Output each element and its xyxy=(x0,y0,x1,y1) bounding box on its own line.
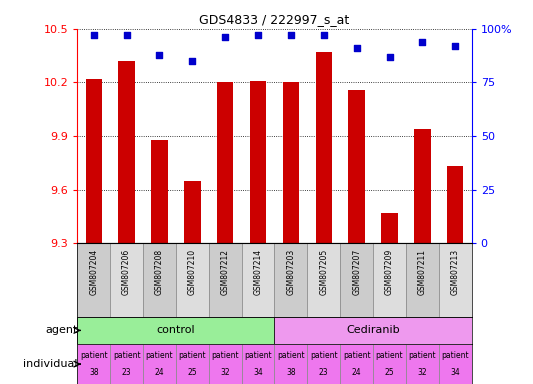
Text: 34: 34 xyxy=(253,368,263,377)
Point xyxy=(221,34,229,40)
Text: GSM807210: GSM807210 xyxy=(188,249,197,295)
Bar xyxy=(143,243,176,317)
Bar xyxy=(217,83,233,243)
Bar xyxy=(282,83,299,243)
Title: GDS4833 / 222997_s_at: GDS4833 / 222997_s_at xyxy=(199,13,350,26)
Text: patient: patient xyxy=(343,351,370,360)
Bar xyxy=(118,61,135,243)
Text: patient: patient xyxy=(376,351,403,360)
Bar xyxy=(308,344,340,384)
Point xyxy=(90,32,98,38)
Text: patient: patient xyxy=(277,351,305,360)
Bar xyxy=(406,344,439,384)
Bar xyxy=(209,243,241,317)
Bar xyxy=(373,344,406,384)
Point xyxy=(451,43,459,49)
Text: individual: individual xyxy=(23,359,77,369)
Text: GSM807207: GSM807207 xyxy=(352,249,361,295)
Text: patient: patient xyxy=(441,351,469,360)
Text: GSM807205: GSM807205 xyxy=(319,249,328,295)
Bar xyxy=(241,344,274,384)
Text: 34: 34 xyxy=(450,368,460,377)
Bar xyxy=(340,243,373,317)
Text: 23: 23 xyxy=(122,368,132,377)
Text: 25: 25 xyxy=(385,368,394,377)
Point xyxy=(155,51,164,58)
Bar xyxy=(77,243,110,317)
Bar xyxy=(340,344,373,384)
Text: GSM807204: GSM807204 xyxy=(89,249,98,295)
Bar xyxy=(308,243,340,317)
Text: patient: patient xyxy=(179,351,206,360)
Text: patient: patient xyxy=(310,351,337,360)
Text: agent: agent xyxy=(45,325,77,335)
Bar xyxy=(274,344,308,384)
Bar xyxy=(349,89,365,243)
Text: patient: patient xyxy=(212,351,239,360)
Bar xyxy=(110,344,143,384)
Bar xyxy=(241,243,274,317)
Bar xyxy=(184,180,200,243)
Text: GSM807208: GSM807208 xyxy=(155,249,164,295)
Text: 38: 38 xyxy=(286,368,296,377)
Point xyxy=(319,32,328,38)
Bar xyxy=(110,243,143,317)
Text: GSM807213: GSM807213 xyxy=(451,249,460,295)
Text: patient: patient xyxy=(409,351,436,360)
Text: Cediranib: Cediranib xyxy=(346,325,400,335)
Text: 23: 23 xyxy=(319,368,329,377)
Bar xyxy=(151,139,168,243)
Point xyxy=(287,32,295,38)
Text: patient: patient xyxy=(80,351,108,360)
Bar xyxy=(176,344,209,384)
Bar xyxy=(77,344,110,384)
Point xyxy=(254,32,262,38)
Text: 24: 24 xyxy=(352,368,361,377)
Point xyxy=(385,54,394,60)
Text: GSM807214: GSM807214 xyxy=(254,249,263,295)
Bar xyxy=(209,344,241,384)
Text: GSM807206: GSM807206 xyxy=(122,249,131,295)
Text: control: control xyxy=(157,325,195,335)
Point xyxy=(352,45,361,51)
Point xyxy=(188,58,197,64)
Text: 32: 32 xyxy=(220,368,230,377)
Bar xyxy=(439,344,472,384)
Text: 25: 25 xyxy=(188,368,197,377)
Text: patient: patient xyxy=(113,351,140,360)
Text: GSM807211: GSM807211 xyxy=(418,249,427,295)
Text: 32: 32 xyxy=(417,368,427,377)
Bar xyxy=(77,317,274,344)
Bar xyxy=(143,344,176,384)
Text: 24: 24 xyxy=(155,368,164,377)
Bar xyxy=(316,52,332,243)
Bar xyxy=(414,129,431,243)
Text: GSM807212: GSM807212 xyxy=(221,249,230,295)
Bar xyxy=(447,166,464,243)
Text: patient: patient xyxy=(146,351,173,360)
Bar xyxy=(85,79,102,243)
Text: GSM807209: GSM807209 xyxy=(385,249,394,295)
Bar xyxy=(274,243,308,317)
Text: GSM807203: GSM807203 xyxy=(286,249,295,295)
Bar xyxy=(274,317,472,344)
Point xyxy=(122,32,131,38)
Bar xyxy=(250,81,266,243)
Bar xyxy=(176,243,209,317)
Text: 38: 38 xyxy=(89,368,99,377)
Text: patient: patient xyxy=(244,351,272,360)
Bar xyxy=(373,243,406,317)
Bar xyxy=(439,243,472,317)
Point xyxy=(418,38,426,45)
Bar xyxy=(406,243,439,317)
Bar xyxy=(381,213,398,243)
